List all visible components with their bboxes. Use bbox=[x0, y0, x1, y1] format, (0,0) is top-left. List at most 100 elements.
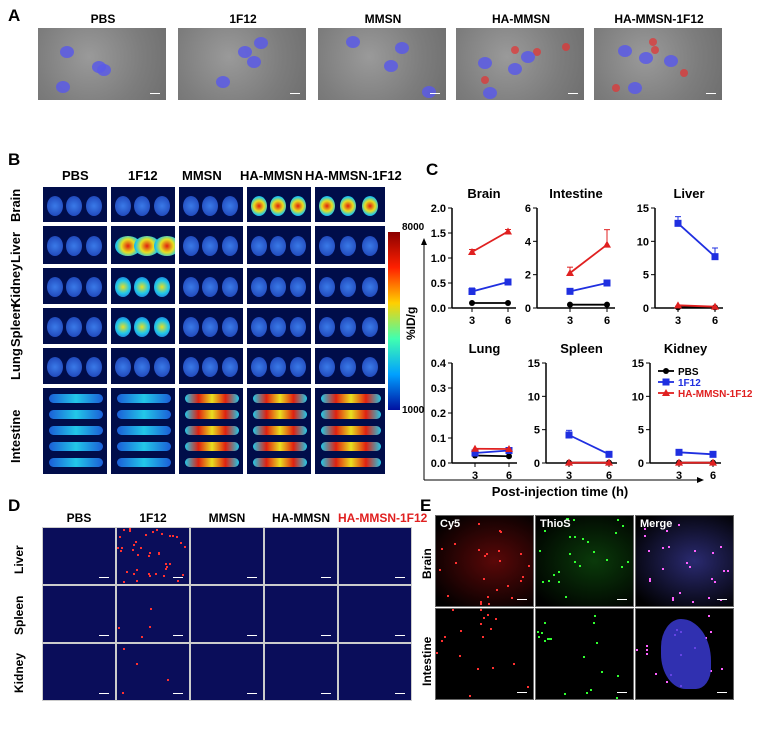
organ-signal bbox=[134, 236, 161, 256]
organ-signal bbox=[85, 236, 102, 256]
signal-dot bbox=[616, 518, 619, 521]
scale-bar bbox=[430, 93, 440, 94]
y-tick-label: 10 bbox=[637, 236, 649, 248]
ivis-tile bbox=[42, 347, 108, 385]
signal-dot bbox=[479, 609, 482, 612]
red-dot bbox=[136, 554, 139, 557]
y-tick-label: 0 bbox=[638, 458, 644, 470]
nucleus bbox=[627, 81, 642, 94]
red-dot bbox=[133, 543, 136, 546]
group-label: HA-MMSN bbox=[240, 168, 303, 183]
group-label: MMSN bbox=[364, 12, 402, 26]
signal-dot bbox=[459, 630, 462, 633]
data-point-ha-mmsn-1f12 bbox=[471, 444, 479, 452]
group-label: 1F12 bbox=[139, 511, 167, 525]
y-tick-label: 2 bbox=[525, 270, 531, 282]
signal-dot bbox=[482, 617, 485, 620]
red-dot bbox=[122, 691, 125, 694]
red-dot bbox=[132, 549, 135, 552]
scale-bar bbox=[395, 635, 405, 636]
signal-dot bbox=[573, 518, 576, 521]
signal-dot bbox=[586, 691, 589, 694]
series-line-HA-MMSN-1F12 bbox=[471, 230, 509, 253]
red-dot bbox=[123, 581, 126, 584]
signal-dot bbox=[480, 603, 483, 606]
ivis-tile bbox=[42, 186, 108, 223]
x-tick-label: 6 bbox=[712, 315, 718, 327]
red-dot bbox=[140, 636, 143, 639]
signal-dot bbox=[707, 614, 710, 617]
signal-dot bbox=[453, 542, 456, 545]
scale-bar bbox=[717, 599, 727, 600]
scale-bar bbox=[321, 693, 331, 694]
red-dot bbox=[183, 545, 186, 548]
signal-dot bbox=[537, 630, 540, 633]
red-dot bbox=[128, 528, 131, 531]
ivis-tile bbox=[110, 387, 176, 475]
signal-dot bbox=[568, 536, 571, 539]
signal-dot bbox=[665, 680, 668, 683]
signal-dot bbox=[644, 534, 647, 537]
ivis-tile bbox=[110, 307, 176, 345]
signal-dot bbox=[592, 621, 595, 624]
organ-signal bbox=[134, 317, 151, 337]
organ-signal bbox=[47, 357, 63, 377]
nucleus bbox=[617, 45, 632, 58]
signal-dot bbox=[539, 550, 542, 553]
intestine-signal bbox=[321, 410, 381, 419]
organ-signal bbox=[340, 357, 357, 377]
ivis-tile bbox=[246, 225, 312, 265]
ivis-tile bbox=[110, 267, 176, 305]
group-label: HA-MMSN bbox=[272, 511, 330, 525]
group-label: 1F12 bbox=[229, 12, 257, 26]
organ-signal bbox=[221, 317, 238, 337]
organ-label: Spleen bbox=[12, 595, 26, 635]
signal-dot bbox=[662, 547, 665, 550]
intestine-signal bbox=[49, 442, 103, 451]
ivis-tile bbox=[314, 347, 386, 385]
intestine-signal bbox=[117, 410, 171, 419]
red-dot bbox=[179, 542, 182, 545]
intestine-signal bbox=[185, 442, 239, 451]
nucleus bbox=[664, 55, 679, 68]
signal-dot bbox=[498, 559, 501, 562]
organ-signal bbox=[85, 317, 102, 337]
nucleus bbox=[253, 37, 268, 50]
red-dot bbox=[117, 547, 120, 550]
red-dot bbox=[147, 554, 150, 557]
red-dot bbox=[135, 579, 138, 582]
scale-bar bbox=[99, 635, 109, 636]
colorbar-max: 8000 bbox=[402, 222, 425, 233]
scale-bar bbox=[321, 577, 331, 578]
signal-dot bbox=[519, 579, 522, 582]
organ-signal bbox=[202, 195, 219, 216]
intestine-signal bbox=[117, 458, 171, 467]
signal-dot bbox=[477, 549, 480, 552]
nucleus bbox=[246, 55, 261, 68]
data-point-1f12 bbox=[504, 278, 512, 286]
intestine-signal bbox=[49, 426, 103, 435]
signal-dot bbox=[487, 603, 490, 606]
signal-dot bbox=[455, 562, 457, 565]
organ-signal bbox=[221, 357, 238, 377]
ivis-tile bbox=[42, 387, 108, 475]
channel-label: Merge bbox=[640, 518, 673, 530]
red-signal bbox=[533, 48, 542, 57]
red-dot bbox=[177, 580, 180, 583]
red-dot bbox=[120, 550, 123, 553]
chart-title: Brain bbox=[467, 186, 500, 201]
red-dot bbox=[133, 572, 136, 575]
series-line-1F12 bbox=[678, 451, 714, 456]
red-signal bbox=[510, 45, 519, 54]
signal-dot bbox=[686, 562, 689, 565]
ivis-tile bbox=[246, 267, 312, 305]
x-tick-label: 3 bbox=[567, 315, 573, 327]
organ-signal bbox=[115, 195, 131, 216]
ivis-tile bbox=[246, 186, 312, 223]
y-tick-label: 0.2 bbox=[431, 408, 446, 420]
y-tick-label: 4 bbox=[525, 236, 532, 248]
organ-signal bbox=[153, 236, 175, 256]
group-label: HA-MMSN-1F12 bbox=[305, 168, 402, 183]
signal-dot bbox=[614, 531, 617, 534]
series-line-1F12 bbox=[471, 281, 509, 293]
